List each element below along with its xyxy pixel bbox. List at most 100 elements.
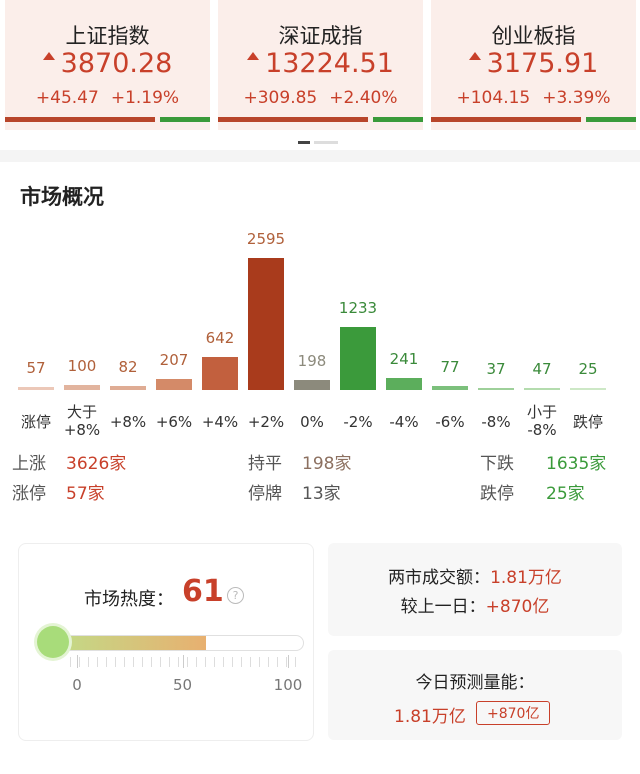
bar (248, 258, 284, 390)
category-label: 小于 -8% (526, 403, 557, 439)
category-label: +2% (247, 413, 285, 431)
trend-bar-down (373, 117, 423, 122)
heat-value: 61 (182, 574, 224, 609)
index-change-row: +45.47 +1.19% (5, 88, 210, 108)
bar-value-label: 100 (67, 356, 97, 375)
bar (386, 377, 422, 390)
bar-value-label: 241 (389, 349, 419, 368)
index-name: 创业板指 (491, 24, 576, 48)
stat-value: 3626家 (66, 454, 127, 474)
category-label: 跌停 (572, 413, 603, 431)
category-label: 0% (300, 413, 324, 431)
bar (202, 357, 238, 390)
stat-value: 57家 (66, 484, 105, 504)
bar (110, 385, 146, 390)
bar (294, 379, 330, 390)
bar (340, 327, 376, 390)
bar-value-label: 82 (118, 357, 138, 376)
trend-bar-up (218, 117, 368, 122)
forecast-label: 今日预测量能： (415, 673, 535, 693)
index-percent: +1.19% (110, 88, 180, 108)
category-label: +8% (109, 413, 147, 431)
bar-value-label: 37 (486, 360, 506, 378)
page-dot (298, 141, 310, 144)
trend-bar-up (5, 117, 155, 122)
category-label: -4% (389, 413, 419, 431)
index-value-row: 3870.28 (5, 48, 210, 79)
index-change: +45.47 (35, 88, 99, 108)
bar (18, 387, 54, 390)
category-label: 大于 +8% (63, 403, 101, 439)
index-value: 3870.28 (60, 48, 173, 79)
turnover-change: +870亿 (485, 597, 550, 617)
section-title: 市场概况 (20, 185, 104, 209)
help-icon[interactable]: ? (227, 587, 244, 604)
bar-value-label: 47 (532, 359, 552, 378)
heat-tick (182, 655, 184, 668)
category-label: +6% (155, 413, 193, 431)
index-change: +309.85 (243, 88, 318, 108)
turnover-change-line: 较上一日：+870亿 (328, 592, 622, 617)
index-name: 深证成指 (278, 24, 363, 48)
index-card[interactable]: 创业板指 3175.91 +104.15 +3.39% (431, 0, 636, 130)
trend-bar-down (160, 117, 210, 122)
heat-tick (77, 655, 78, 668)
stat-label: 涨停 (12, 484, 46, 504)
index-value-row: 3175.91 (431, 48, 636, 79)
turnover-value: 1.81万亿 (490, 568, 562, 588)
index-change: +104.15 (456, 88, 531, 108)
up-arrow (42, 52, 55, 60)
stat-value: 198家 (302, 454, 352, 474)
stat-label: 上涨 (12, 454, 46, 474)
bar-value-label: 198 (297, 351, 327, 370)
stat-label: 跌停 (480, 484, 514, 504)
bar (64, 384, 100, 390)
heat-tick (288, 655, 289, 668)
category-label: 涨停 (20, 413, 51, 431)
index-change-row: +104.15 +3.39% (431, 88, 636, 108)
stat-value: 25家 (546, 484, 585, 504)
trend-bar-down (586, 117, 636, 122)
heat-tick-label: 50 (172, 676, 193, 694)
forecast-value: 1.81万亿 (394, 707, 466, 727)
heat-knob (37, 626, 69, 658)
index-value: 13224.51 (265, 48, 394, 79)
stat-value: 1635家 (546, 454, 607, 474)
category-label: -8% (481, 413, 511, 431)
bar-value-label: 25 (578, 360, 598, 378)
category-label: -2% (343, 413, 373, 431)
index-name: 上证指数 (65, 24, 150, 48)
heat-tick-label: 100 (273, 676, 303, 694)
category-label: +4% (201, 413, 239, 431)
turnover-label: 两市成交额： (388, 568, 491, 588)
index-change-row: +309.85 +2.40% (218, 88, 423, 108)
bar-value-label: 642 (205, 329, 235, 348)
up-arrow (247, 52, 260, 60)
bar-value-label: 1233 (338, 299, 378, 318)
category-label: -6% (435, 413, 465, 431)
stat-label: 下跌 (480, 454, 514, 474)
index-percent: +2.40% (329, 88, 398, 108)
separator (0, 150, 640, 162)
index-value-row: 13224.51 (218, 48, 423, 79)
heat-panel (18, 543, 314, 741)
bar (432, 386, 468, 390)
stat-value: 13家 (302, 484, 341, 504)
index-card[interactable]: 上证指数 3870.28 +45.47 +1.19% (5, 0, 210, 130)
forecast-change: +870亿 (476, 701, 551, 725)
heat-tick-label: 0 (72, 676, 82, 694)
turnover-line: 两市成交额：1.81万亿 (328, 563, 622, 588)
heat-label: 市场热度： (84, 589, 174, 610)
bar-value-label: 2595 (246, 230, 286, 248)
bar-value-label: 57 (26, 359, 46, 378)
bar-value-label: 207 (159, 351, 189, 370)
bar (570, 388, 606, 390)
index-value: 3175.91 (486, 48, 599, 79)
stat-label: 停牌 (248, 484, 282, 504)
index-percent: +3.39% (542, 88, 611, 108)
stat-label: 持平 (248, 454, 282, 474)
bar (156, 379, 192, 390)
up-arrow (468, 52, 481, 60)
index-card[interactable]: 深证成指 13224.51 +309.85 +2.40% (218, 0, 423, 130)
